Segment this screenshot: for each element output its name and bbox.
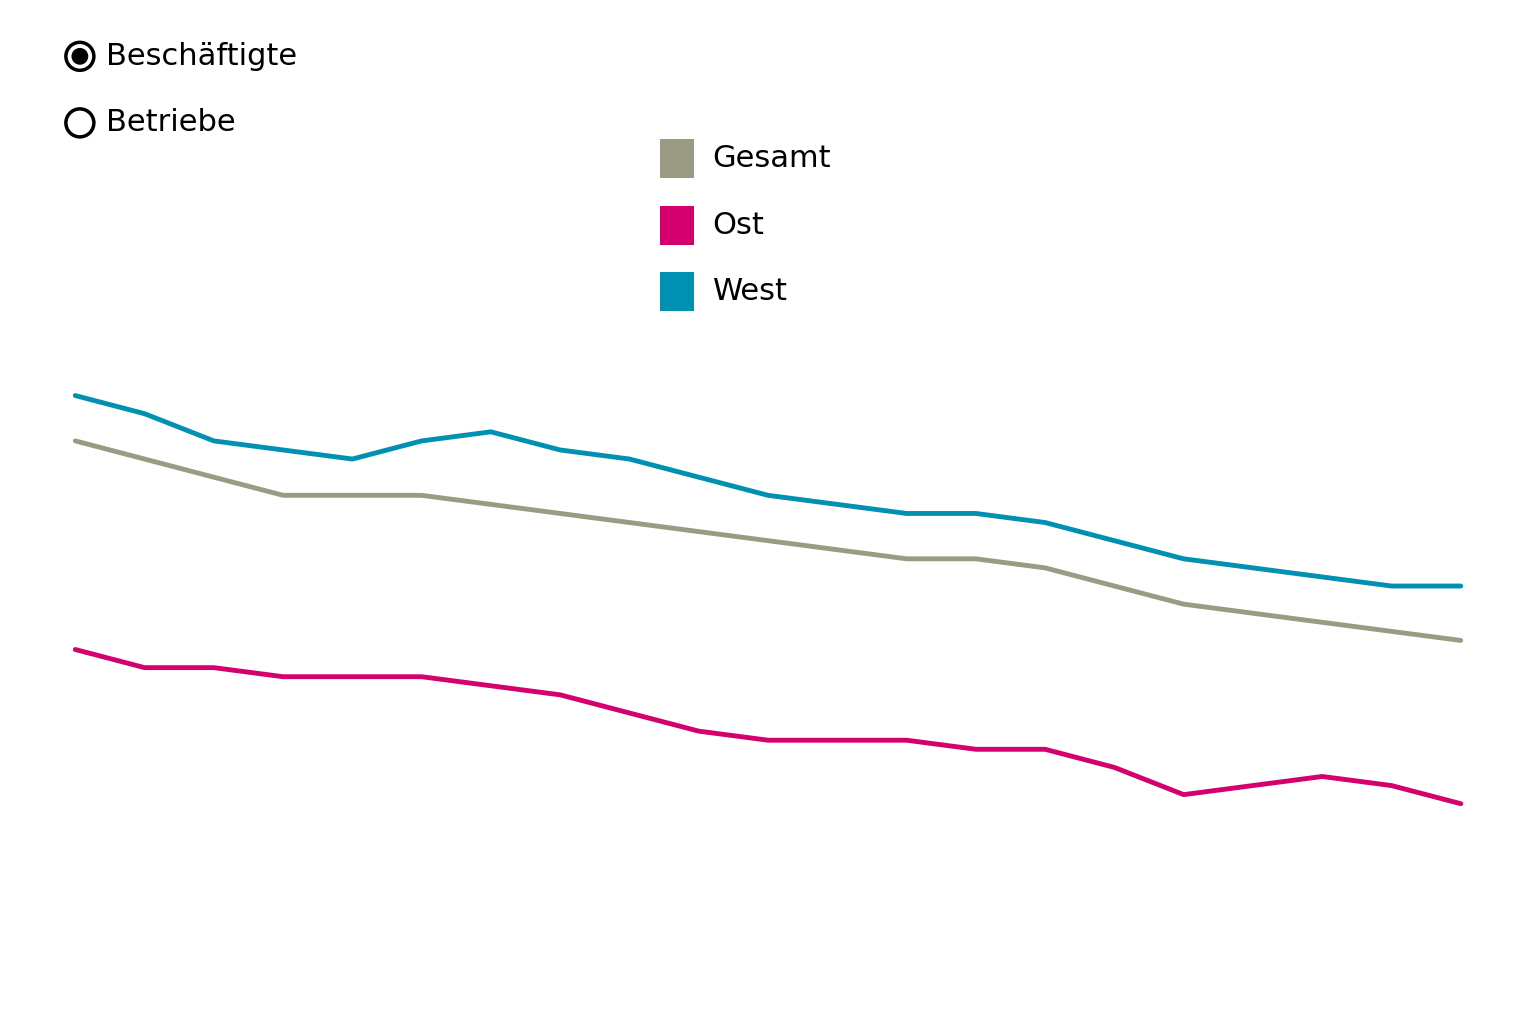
Text: Betriebe: Betriebe [106,109,235,137]
Text: Beschäftigte: Beschäftigte [106,42,296,71]
Circle shape [72,48,88,65]
Text: West: West [713,278,788,306]
Text: Gesamt: Gesamt [713,144,831,173]
Text: Ost: Ost [713,211,765,240]
